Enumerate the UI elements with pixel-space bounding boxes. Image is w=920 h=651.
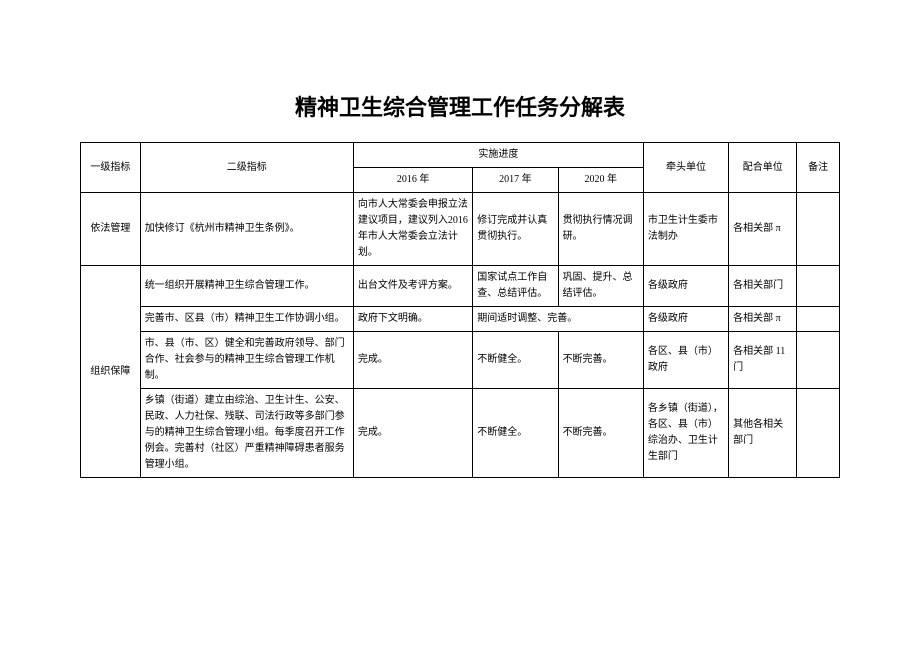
cell-y2016: 出台文件及考评方案。 (353, 266, 472, 307)
header-note: 备注 (797, 143, 840, 193)
cell-y2016: 完成。 (353, 389, 472, 478)
cell-lead: 各乡镇（街道），各区、县（市）综治办、卫生计生部门 (643, 389, 728, 478)
cell-note (797, 307, 840, 332)
cell-y2016: 向市人大常委会申报立法建议项目，建议列入2016 年市人大常委会立法计划。 (353, 193, 472, 266)
header-lead: 牵头单位 (643, 143, 728, 193)
header-y2016: 2016 年 (353, 168, 472, 193)
cell-y2017: 不断健全。 (473, 332, 558, 389)
table-row: 完善市、区县（市）精神卫生工作协调小组。 政府下文明确。 期间适时调整、完善。 … (81, 307, 840, 332)
page-title: 精神卫生综合管理工作任务分解表 (80, 90, 840, 122)
cell-note (797, 266, 840, 307)
cell-y2017: 国家试点工作自查、总结评估。 (473, 266, 558, 307)
cell-y2020: 贯彻执行情况调研。 (558, 193, 643, 266)
header-coop: 配合单位 (729, 143, 797, 193)
header-progress: 实施进度 (353, 143, 643, 168)
cell-coop: 其他各相关部门 (729, 389, 797, 478)
header-y2020: 2020 年 (558, 168, 643, 193)
cell-coop: 各相关部 π (729, 307, 797, 332)
cell-l2: 乡镇（街道）建立由综治、卫生计生、公安、民政、人力社保、残联、司法行政等多部门参… (140, 389, 353, 478)
task-table: 一级指标 二级指标 实施进度 牵头单位 配合单位 备注 2016 年 2017 … (80, 142, 840, 478)
cell-y2017: 修订完成并认真贯彻执行。 (473, 193, 558, 266)
cell-l2: 加快修订《杭州市精神卫生条例》。 (140, 193, 353, 266)
cell-y2016: 完成。 (353, 332, 472, 389)
cell-l2: 完善市、区县（市）精神卫生工作协调小组。 (140, 307, 353, 332)
cell-y2017: 不断健全。 (473, 389, 558, 478)
cell-y2016: 政府下文明确。 (353, 307, 472, 332)
header-level1: 一级指标 (81, 143, 141, 193)
cell-l2: 市、县（市、区）健全和完善政府领导、部门合作、社会参与的精神卫生综合管理工作机制… (140, 332, 353, 389)
table-row: 市、县（市、区）健全和完善政府领导、部门合作、社会参与的精神卫生综合管理工作机制… (81, 332, 840, 389)
table-row: 组织保障 统一组织开展精神卫生综合管理工作。 出台文件及考评方案。 国家试点工作… (81, 266, 840, 307)
table-row: 乡镇（街道）建立由综治、卫生计生、公安、民政、人力社保、残联、司法行政等多部门参… (81, 389, 840, 478)
cell-coop: 各相关部门 (729, 266, 797, 307)
header-row-1: 一级指标 二级指标 实施进度 牵头单位 配合单位 备注 (81, 143, 840, 168)
cell-y2020: 巩固、提升、总结评估。 (558, 266, 643, 307)
cell-note (797, 389, 840, 478)
cell-l1: 依法管理 (81, 193, 141, 266)
cell-l1: 组织保障 (81, 266, 141, 478)
cell-lead: 各级政府 (643, 307, 728, 332)
cell-note (797, 332, 840, 389)
cell-lead: 市卫生计生委市法制办 (643, 193, 728, 266)
header-y2017: 2017 年 (473, 168, 558, 193)
cell-y2017: 期间适时调整、完善。 (473, 307, 644, 332)
cell-y2020: 不断完善。 (558, 389, 643, 478)
cell-lead: 各级政府 (643, 266, 728, 307)
cell-lead: 各区、县（市）政府 (643, 332, 728, 389)
table-row: 依法管理 加快修订《杭州市精神卫生条例》。 向市人大常委会申报立法建议项目，建议… (81, 193, 840, 266)
cell-coop: 各相关部 π (729, 193, 797, 266)
cell-coop: 各相关部 11 门 (729, 332, 797, 389)
cell-l2: 统一组织开展精神卫生综合管理工作。 (140, 266, 353, 307)
cell-note (797, 193, 840, 266)
header-level2: 二级指标 (140, 143, 353, 193)
cell-y2020: 不断完善。 (558, 332, 643, 389)
